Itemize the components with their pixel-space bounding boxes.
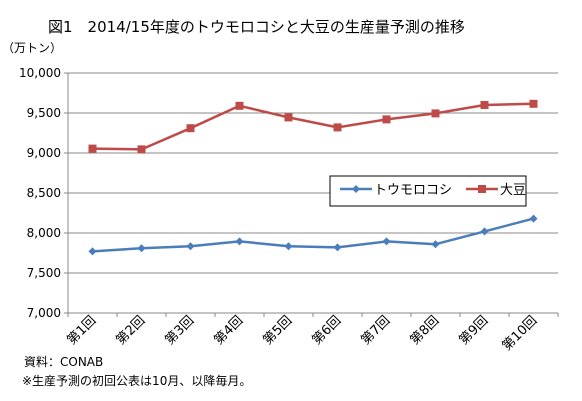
data-point — [382, 237, 391, 246]
axes — [67, 73, 559, 317]
x-tick-label: 第7回 — [358, 313, 393, 348]
legend-label-soy: 大豆 — [500, 183, 526, 198]
data-point — [235, 101, 244, 110]
legend: トウモロコシ 大豆 — [329, 175, 527, 207]
series-layer — [88, 99, 538, 256]
x-tick-label: 第3回 — [162, 313, 197, 348]
legend-marker-soy — [478, 185, 486, 193]
x-tick-label: 第5回 — [260, 313, 295, 348]
data-point — [137, 145, 146, 154]
source-note: 資料：CONAB — [24, 355, 103, 369]
y-tick-label: 9,000 — [27, 146, 61, 160]
data-point — [137, 244, 146, 253]
y-tick-label: 7,500 — [27, 266, 61, 280]
x-tick-label: 第6回 — [309, 313, 344, 348]
x-tick-label: 第8回 — [407, 313, 442, 348]
series-line-0 — [92, 217, 534, 253]
data-point — [284, 242, 293, 251]
data-point — [382, 115, 391, 124]
data-point — [88, 247, 97, 256]
legend-label-corn: トウモロコシ — [374, 183, 452, 198]
data-point — [480, 227, 489, 236]
x-tick-label: 第4回 — [211, 313, 246, 348]
legend-marker-corn — [352, 185, 360, 193]
data-point — [284, 113, 293, 122]
data-point — [431, 240, 440, 249]
y-tick-labels: 7,000 7,500 8,000 8,500 9,000 9,500 10,000 — [19, 66, 61, 320]
chart-title: 図1 2014/15年度のトウモロコシと大豆の生産量予測の推移 — [48, 18, 465, 36]
y-tick-label: 9,500 — [27, 106, 61, 120]
data-point — [88, 144, 97, 153]
x-tick-label: 第9回 — [456, 313, 491, 348]
x-tick-label: 第1回 — [64, 313, 99, 348]
x-tick-label: 第2回 — [113, 313, 148, 348]
y-unit-label: （万トン） — [2, 41, 62, 55]
data-point — [529, 214, 538, 223]
legend-box — [329, 175, 527, 207]
data-point — [186, 124, 195, 133]
series-line-1 — [92, 102, 534, 151]
x-tick-label: 第10回 — [500, 313, 541, 354]
data-point — [431, 109, 440, 118]
y-tick-label: 7,000 — [27, 306, 61, 320]
y-tick-label: 8,000 — [27, 226, 61, 240]
data-point — [235, 237, 244, 246]
x-tick-labels: 第1回 第2回 第3回 第4回 第5回 第6回 第7回 第8回 第9回 第10回 — [64, 313, 540, 354]
data-point — [529, 99, 538, 108]
data-point — [333, 243, 342, 252]
data-point — [480, 101, 489, 109]
y-tick-label: 10,000 — [19, 66, 61, 80]
footnote: ※生産予測の初回公表は10月、以降毎月。 — [22, 373, 251, 388]
data-point — [186, 242, 195, 251]
y-tick-label: 8,500 — [27, 186, 61, 200]
data-point — [333, 123, 342, 132]
